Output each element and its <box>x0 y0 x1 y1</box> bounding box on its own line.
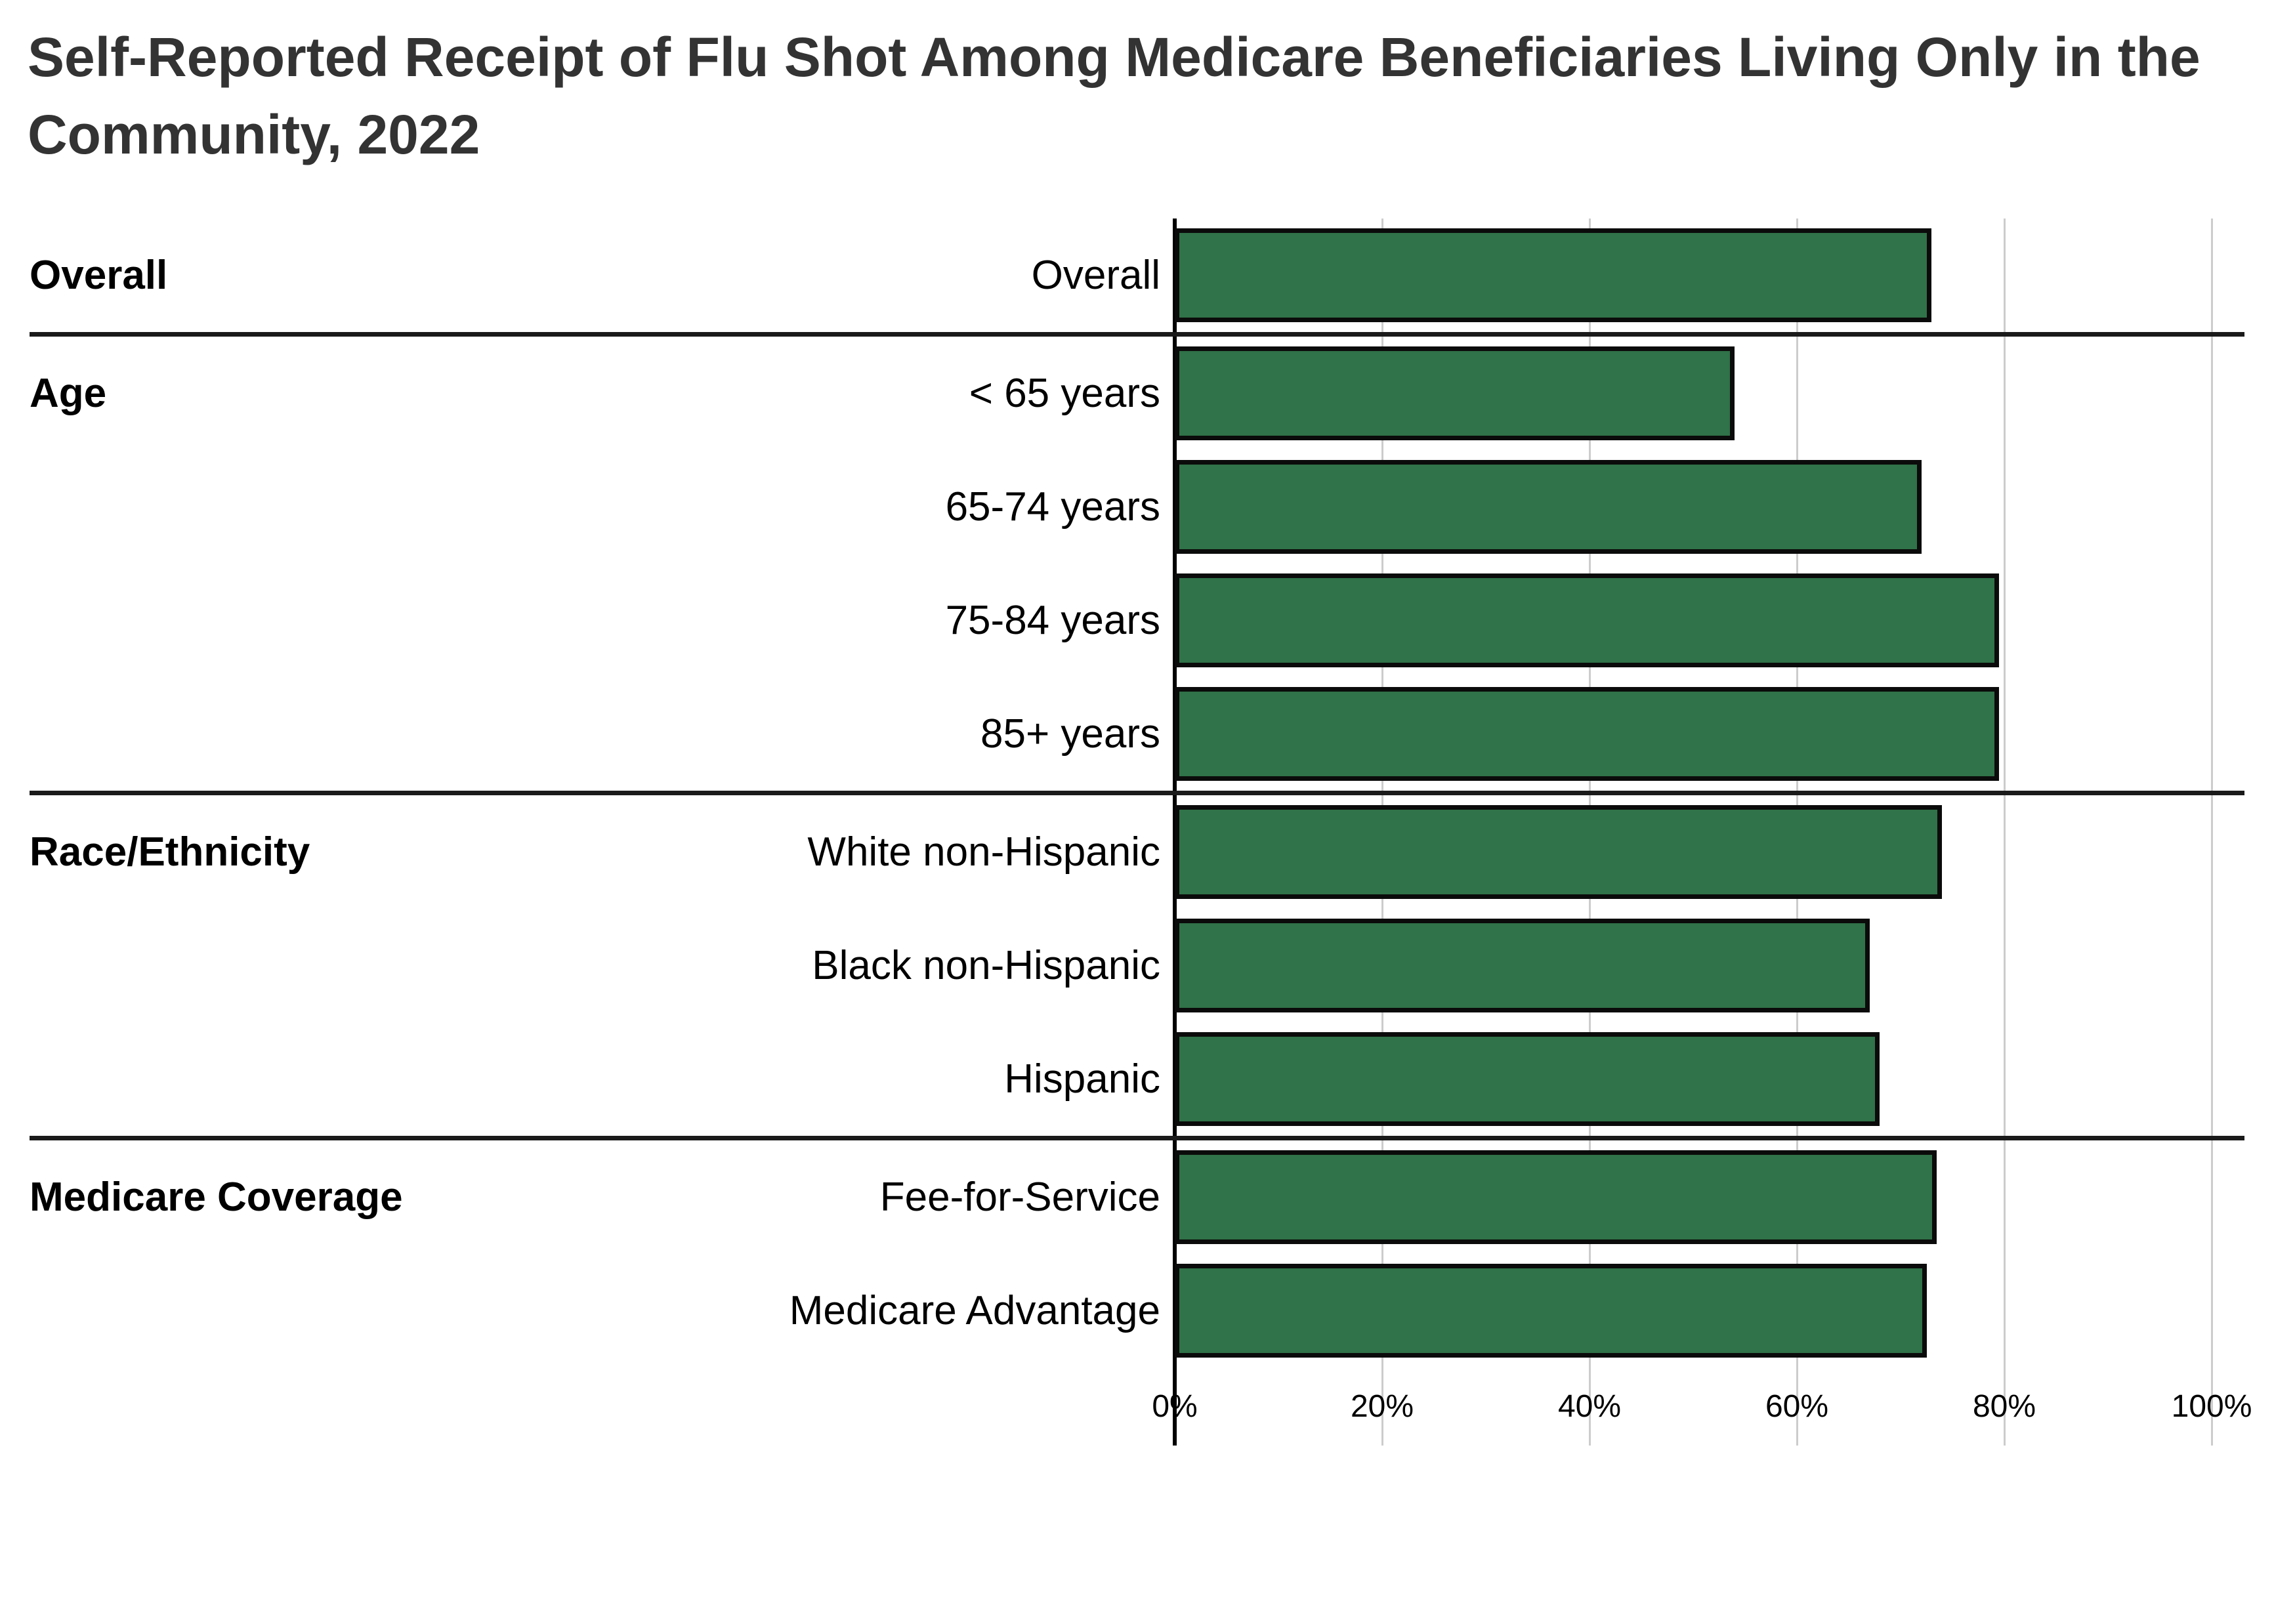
chart-title-line2: Community, 2022 <box>28 104 480 165</box>
group-medicare-coverage: Medicare Coverage Fee-for-Service Medicare… <box>30 1136 2244 1367</box>
group-age: Age < 65 years 65-74 years 75-84 years 85+ y… <box>30 332 2244 791</box>
category-label-black-non-hispanic: Black non-Hispanic <box>812 943 1160 988</box>
category-label-hispanic: Hispanic <box>1004 1056 1160 1102</box>
category-label-75-84-years: 75-84 years <box>945 598 1160 643</box>
category-label-medicare-advantage: Medicare Advantage <box>789 1288 1160 1333</box>
bar-zone <box>1175 337 2244 450</box>
bar-row-65-74-years: 65-74 years <box>30 450 2244 564</box>
bar-zone <box>1175 1022 2244 1136</box>
chart-title: Self-Reported Receipt of Flu Shot Among … <box>28 18 2246 173</box>
bar-65-74-years[interactable] <box>1175 460 1922 554</box>
x-axis-label-60: 60% <box>1765 1389 1829 1424</box>
bar-row-medicare-advantage: Medicare Advantage <box>30 1254 2244 1367</box>
bar-65-years[interactable] <box>1175 346 1735 440</box>
bar-row-75-84-years: 75-84 years <box>30 564 2244 677</box>
category-label-65-years: < 65 years <box>969 371 1160 416</box>
group-label-race-ethnicity: Race/Ethnicity <box>30 829 310 875</box>
group-label-overall: Overall <box>30 253 168 298</box>
x-axis-label-80: 80% <box>1972 1389 2036 1424</box>
bar-white-non-hispanic[interactable] <box>1175 805 1943 899</box>
bar-row-85-years: 85+ years <box>30 677 2244 791</box>
bar-zone <box>1175 1140 2244 1254</box>
bar-medicare-advantage[interactable] <box>1175 1264 1927 1358</box>
bar-zone <box>1175 795 2244 909</box>
x-axis-label-20: 20% <box>1350 1389 1414 1424</box>
bar-row-white-non-hispanic: White non-Hispanic <box>30 795 2244 909</box>
x-axis-label-100: 100% <box>2171 1389 2252 1424</box>
bar-zone <box>1175 219 2244 332</box>
bar-zone <box>1175 450 2244 564</box>
group-label-age: Age <box>30 371 107 416</box>
bar-overall[interactable] <box>1175 228 1932 322</box>
bar-zone <box>1175 564 2244 677</box>
category-label-85-years: 85+ years <box>980 711 1160 757</box>
bar-zone <box>1175 1254 2244 1367</box>
category-label-65-74-years: 65-74 years <box>945 484 1160 530</box>
category-label-white-non-hispanic: White non-Hispanic <box>807 829 1160 875</box>
group-race-ethnicity: Race/Ethnicity White non-Hispanic Black no… <box>30 791 2244 1136</box>
x-axis-label-0: 0% <box>1152 1389 1198 1424</box>
chart-title-line1: Self-Reported Receipt of Flu Shot Among … <box>28 26 2200 88</box>
bar-75-84-years[interactable] <box>1175 573 2000 667</box>
category-label-fee-for-service: Fee-for-Service <box>879 1175 1160 1220</box>
bar-black-non-hispanic[interactable] <box>1175 919 1870 1012</box>
bar-row-65-years: < 65 years <box>30 337 2244 450</box>
category-label-overall: Overall <box>1031 253 1160 298</box>
bar-row-overall: Overall <box>30 219 2244 332</box>
bar-85-years[interactable] <box>1175 687 2000 781</box>
bar-fee-for-service[interactable] <box>1175 1150 1937 1244</box>
chart-groups: Overall Overall Age < 65 years 65-74 years 75… <box>30 219 2244 1367</box>
group-overall: Overall Overall <box>30 219 2244 332</box>
x-axis-label-40: 40% <box>1557 1389 1622 1424</box>
bar-hispanic[interactable] <box>1175 1032 1880 1126</box>
group-label-medicare-coverage: Medicare Coverage <box>30 1175 403 1220</box>
bar-zone <box>1175 909 2244 1022</box>
bar-zone <box>1175 677 2244 791</box>
x-axis-tick-labels: 0% 20% 40% 60% 80% 100% <box>30 1388 2252 1428</box>
bar-row-black-non-hispanic: Black non-Hispanic <box>30 909 2244 1022</box>
bar-row-fee-for-service: Fee-for-Service <box>30 1140 2244 1254</box>
bar-row-hispanic: Hispanic <box>30 1022 2244 1136</box>
flu-shot-bar-chart: Overall Overall Age < 65 years 65-74 years 75… <box>30 219 2252 1446</box>
